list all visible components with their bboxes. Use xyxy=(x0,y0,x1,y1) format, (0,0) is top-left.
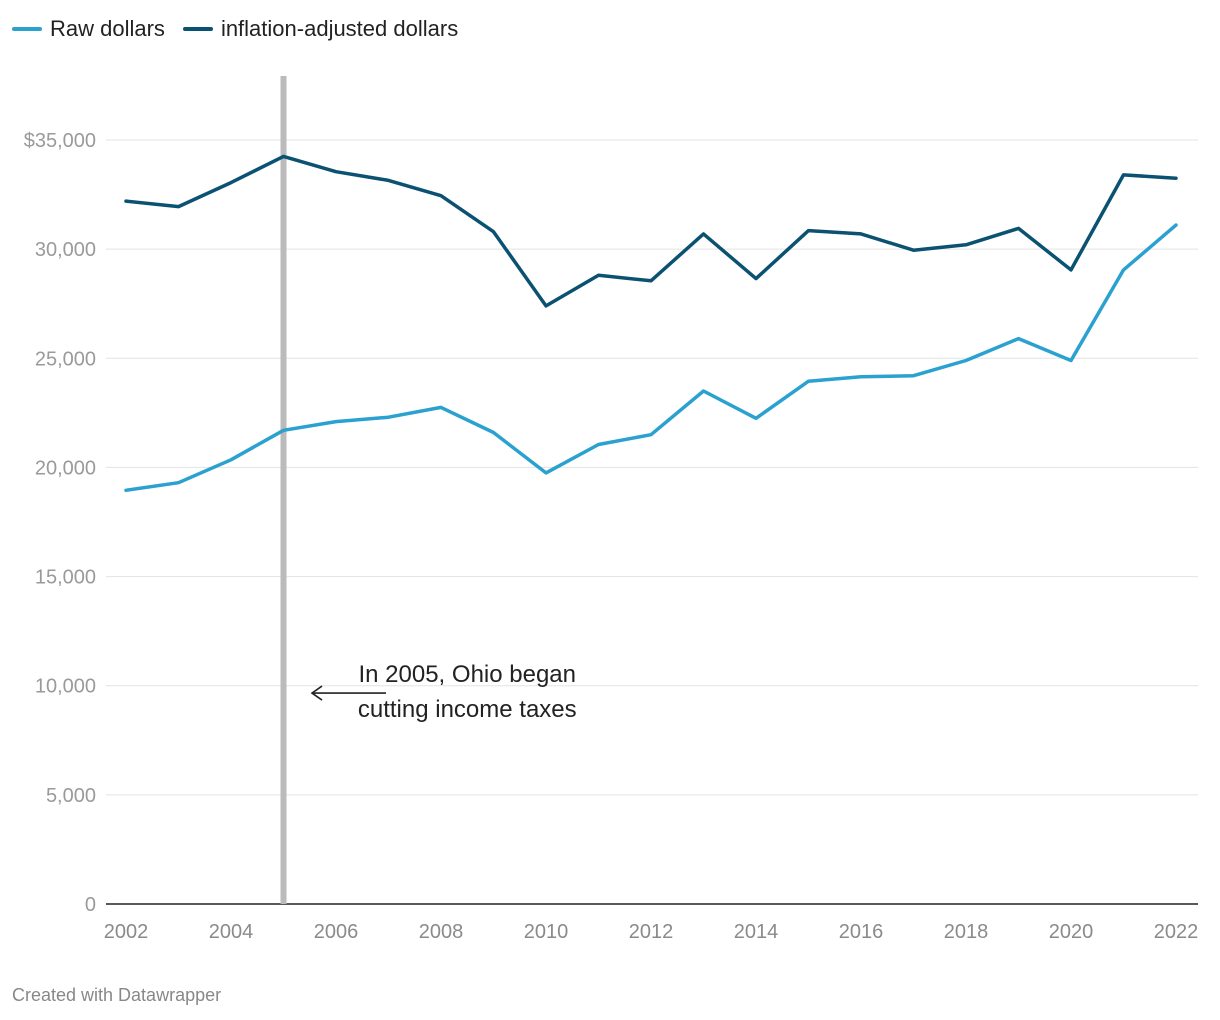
y-axis: 0 5,000 10,000 15,000 20,000 25,000 30,000 $35,… xyxy=(24,130,96,916)
y-tick-label: 30,000 xyxy=(35,239,96,261)
credit-footer: Created with Datawrapper xyxy=(12,985,222,1005)
x-tick-label: 2002 xyxy=(104,921,149,943)
legend-label-raw: Raw dollars xyxy=(50,16,165,41)
annotation-text-line: In 2005, Ohio began xyxy=(358,661,576,688)
legend-label-adjusted: inflation-adjusted dollars xyxy=(220,16,459,41)
x-tick-label: 2012 xyxy=(629,921,674,943)
series-line-raw xyxy=(124,223,1178,493)
x-tick-label: 2014 xyxy=(734,921,779,943)
y-tick-label: 10,000 xyxy=(35,676,96,698)
grid xyxy=(106,139,1198,905)
annotation-text-line: cutting income taxes xyxy=(358,696,577,723)
annotation: In 2005, Ohio began cutting income taxes xyxy=(310,661,577,723)
x-tick-label: 2010 xyxy=(524,921,569,943)
y-tick-label: $35,000 xyxy=(24,130,96,152)
y-tick-label: 0 xyxy=(85,894,96,916)
x-tick-label: 2018 xyxy=(944,921,989,943)
x-tick-label: 2016 xyxy=(839,921,884,943)
x-tick-label: 2022 xyxy=(1154,921,1199,943)
annotation-arrow-head xyxy=(310,685,323,701)
x-tick-label: 2020 xyxy=(1049,921,1094,943)
x-tick-label: 2006 xyxy=(314,921,359,943)
y-tick-label: 15,000 xyxy=(35,567,96,589)
legend-swatch-adjusted xyxy=(182,27,213,31)
y-tick-label: 5,000 xyxy=(46,785,96,807)
x-axis: 2002 2004 2006 2008 2010 2012 2014 2016 2018 2020… xyxy=(104,921,1199,943)
y-tick-label: 20,000 xyxy=(35,457,96,479)
legend-swatch-raw xyxy=(12,27,42,31)
x-tick-label: 2004 xyxy=(209,921,254,943)
legend: Raw dollars inflation-adjusted dollars xyxy=(12,16,458,42)
series-line-adjusted xyxy=(124,154,1178,308)
y-tick-label: 25,000 xyxy=(35,348,96,370)
series-lines xyxy=(124,154,1178,493)
line-chart: 0 5,000 10,000 15,000 20,000 25,000 30,000 $35,… xyxy=(24,76,1199,943)
x-tick-label: 2008 xyxy=(419,921,464,943)
legend-item-adjusted: inflation-adjusted dollars xyxy=(182,16,459,42)
legend-item-raw: Raw dollars xyxy=(12,16,165,42)
